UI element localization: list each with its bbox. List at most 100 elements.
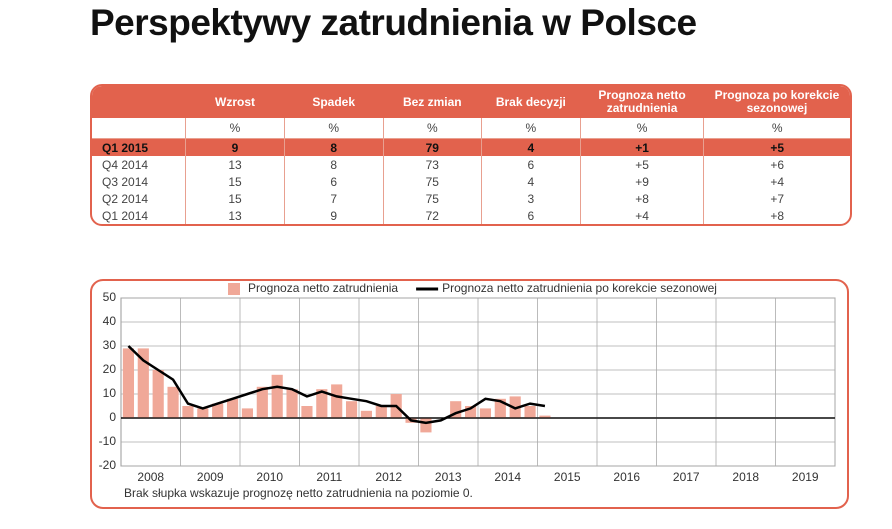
- y-tick-label: -20: [99, 458, 117, 472]
- table-cell: +8: [579, 190, 704, 207]
- chart-frame: [90, 279, 849, 509]
- table-cell: 6: [481, 207, 581, 224]
- table-row: %%%%%%: [92, 118, 850, 139]
- table-cell: Brak decyzji: [481, 86, 581, 118]
- y-tick-label: 50: [103, 290, 117, 304]
- bar: [241, 408, 254, 418]
- table-cell: Spadek: [284, 86, 384, 118]
- bar: [301, 406, 313, 418]
- legend-label: Prognoza netto zatrudnienia po korekcie …: [442, 281, 717, 295]
- y-tick-label: 20: [103, 362, 117, 376]
- y-tick-label: -10: [99, 434, 117, 448]
- table-cell: Q2 2014: [102, 191, 149, 206]
- table-cell: 4: [481, 138, 581, 156]
- table-row: Q1 2015 9 8 79 4 +1 +5: [92, 138, 850, 156]
- x-tick-label: 2012: [375, 470, 402, 484]
- table-cell: 3: [481, 190, 581, 207]
- table-cell: Bez zmian: [383, 86, 482, 118]
- bar: [271, 374, 283, 418]
- y-tick-label: 10: [103, 386, 117, 400]
- x-tick-label: 2009: [197, 470, 224, 484]
- bar: [524, 406, 536, 418]
- legend-label: Prognoza netto zatrudnienia: [248, 281, 398, 295]
- bar: [152, 370, 164, 418]
- table-cell: 6: [481, 156, 581, 173]
- bar: [464, 406, 477, 418]
- table: Wzrost Spadek Bez zmian Brak decyzji Prognoz…: [90, 84, 852, 226]
- table-cell: Prognoza netto zatrudnienia: [580, 86, 704, 118]
- bar: [316, 389, 328, 418]
- table-cell: +8: [703, 207, 850, 224]
- y-tick-label: 30: [103, 338, 117, 352]
- bar: [375, 406, 387, 418]
- table-cell: +4: [579, 207, 704, 224]
- bar: [167, 386, 179, 418]
- x-tick-label: 2015: [554, 470, 581, 484]
- bar: [420, 418, 432, 433]
- table-cell: 73: [382, 156, 482, 173]
- table-cell: 15: [185, 190, 285, 207]
- table-cell: Prognoza po korekcie sezonowej: [703, 86, 850, 118]
- bar: [286, 389, 298, 418]
- table-grid: Wzrost Spadek Bez zmian Brak decyzji Prognoz…: [92, 86, 850, 224]
- table-cell: +4: [703, 173, 850, 190]
- table-cell: +9: [579, 173, 704, 190]
- table-cell: %: [481, 118, 581, 139]
- x-tick-label: 2018: [732, 470, 759, 484]
- bar: [345, 401, 358, 418]
- bar: [197, 408, 209, 418]
- table-cell: Q3 2014: [102, 174, 149, 189]
- bar: [137, 348, 149, 418]
- table-cell: Wzrost: [185, 86, 285, 118]
- bar: [539, 415, 551, 418]
- table-cell: %: [185, 118, 285, 139]
- table-cell: +7: [703, 190, 850, 207]
- table-cell: 72: [382, 207, 482, 224]
- bar: [450, 401, 462, 418]
- table-cell: +1: [579, 138, 704, 156]
- bar: [479, 408, 492, 418]
- table-cell: %: [283, 118, 384, 139]
- table-cell: +5: [579, 156, 704, 173]
- table-cell: 9: [185, 138, 285, 156]
- bar: [226, 398, 239, 418]
- bar: [360, 410, 373, 418]
- table-cell: [92, 118, 186, 139]
- bar: [331, 384, 343, 418]
- table-cell: 13: [185, 156, 285, 173]
- table-cell: %: [579, 118, 704, 139]
- x-tick-label: 2017: [673, 470, 700, 484]
- bar: [256, 386, 268, 418]
- table-cell: 15: [185, 173, 285, 190]
- y-tick-label: 40: [103, 314, 117, 328]
- x-tick-label: 2019: [792, 470, 819, 484]
- legend-swatch: [228, 283, 240, 295]
- table-cell: 8: [283, 138, 384, 156]
- chart-note: Brak słupka wskazuje prognozę netto zatr…: [124, 486, 473, 500]
- x-tick-label: 2008: [137, 470, 164, 484]
- table-cell: 13: [185, 207, 285, 224]
- table-row: Q2 2014 15 7 75 3 +8 +7: [92, 190, 850, 207]
- x-tick-label: 2013: [435, 470, 462, 484]
- table-row: Q3 2014 15 6 75 4 +9 +4: [92, 173, 850, 190]
- bar: [494, 398, 506, 418]
- x-tick-label: 2010: [256, 470, 283, 484]
- table-cell: 4: [481, 173, 581, 190]
- table-cell: Q4 2014: [102, 157, 149, 172]
- bar: [122, 348, 135, 418]
- table-cell: 9: [283, 207, 384, 224]
- table-cell: 75: [382, 173, 482, 190]
- table-cell: 8: [283, 156, 384, 173]
- table-cell: Q1 2014: [102, 208, 149, 223]
- table-cell: 6: [283, 173, 384, 190]
- table-cell: 7: [283, 190, 384, 207]
- y-tick-label: 0: [109, 410, 116, 424]
- table-cell: Q1 2015: [92, 138, 186, 156]
- table-row: Q4 2014 13 8 73 6 +5 +6: [92, 156, 850, 173]
- table-cell: [92, 86, 186, 118]
- table-row: Wzrost Spadek Bez zmian Brak decyzji Prognoz…: [92, 86, 850, 118]
- table-cell: %: [382, 118, 482, 139]
- x-tick-label: 2011: [316, 470, 342, 484]
